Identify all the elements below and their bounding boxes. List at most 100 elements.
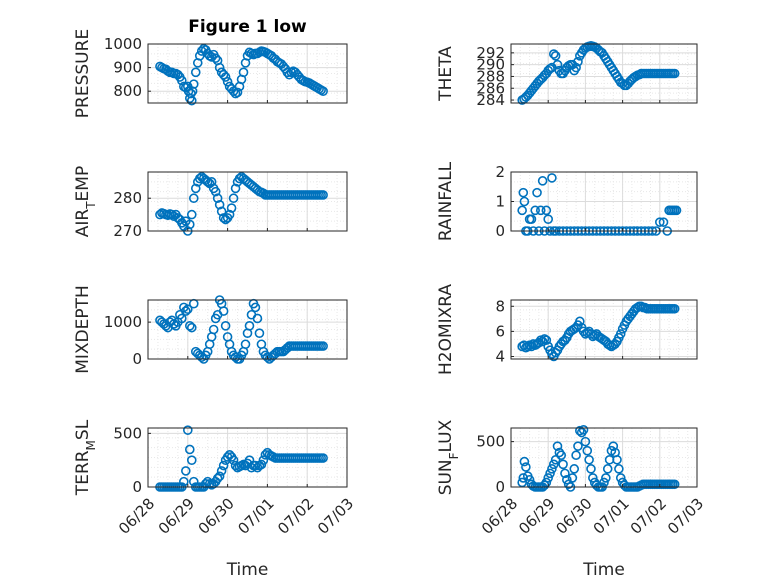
- data-point: [210, 53, 221, 63]
- y-tick-label: 0: [495, 222, 505, 240]
- chart-panel-1: 800 900 1000 PRESSURE Figure 1 low: [73, 17, 348, 118]
- data-point: [571, 62, 581, 73]
- data-point: [654, 217, 665, 227]
- data-point: [208, 324, 219, 335]
- data-point: [252, 313, 263, 324]
- chart-panel-3: 270 280 AIRTEMP: [73, 166, 348, 240]
- data-point: [517, 205, 527, 216]
- y-axis-label: RAINFALL: [436, 161, 456, 241]
- data-point: [186, 88, 196, 99]
- y-tick-label: 286: [476, 79, 505, 97]
- y-tick-label: 500: [113, 424, 142, 442]
- y-tick-label: 0: [132, 478, 142, 496]
- data-point: [558, 459, 568, 470]
- data-point: [535, 205, 546, 216]
- data-point: [518, 473, 529, 483]
- data-point: [214, 62, 225, 73]
- data-point: [552, 441, 563, 451]
- y-axis-label: SUNFLUX: [436, 419, 461, 495]
- y-axis-label: THETA: [436, 46, 456, 102]
- data-point: [550, 50, 561, 61]
- data-point: [216, 466, 227, 476]
- y-axis-label: MIXDEPTH: [73, 285, 93, 374]
- data-point: [220, 72, 231, 82]
- data-point: [547, 464, 557, 474]
- data-point: [228, 86, 239, 96]
- data-point: [571, 450, 581, 461]
- data-point: [658, 217, 669, 227]
- data-point: [578, 425, 589, 435]
- chart-panel-5: 0 1000 MIXDEPTH: [73, 285, 348, 374]
- y-tick-label: 4: [495, 347, 505, 365]
- y-tick-label: 270: [113, 222, 142, 240]
- data-point: [214, 199, 225, 210]
- data-point: [196, 46, 207, 56]
- data-point: [543, 214, 554, 224]
- axes-box: [147, 43, 348, 104]
- data-point: [530, 205, 540, 216]
- series-markers: [155, 43, 328, 106]
- y-tick-label: 290: [476, 56, 505, 74]
- data-point: [258, 455, 269, 465]
- data-point: [541, 205, 552, 216]
- data-point: [575, 316, 585, 327]
- y-tick-label: 0: [132, 350, 142, 368]
- data-point: [588, 473, 598, 483]
- data-point: [556, 450, 567, 461]
- data-point: [318, 86, 328, 96]
- chart-panel-6: 4 6 8 H2OMIXRA: [436, 284, 698, 375]
- data-point: [548, 459, 559, 470]
- y-tick-label: 500: [476, 433, 505, 451]
- data-point: [212, 473, 223, 484]
- data-point: [548, 49, 559, 59]
- data-point: [254, 328, 265, 338]
- axes-box: [510, 427, 698, 488]
- data-point: [177, 313, 187, 324]
- data-point: [604, 340, 615, 350]
- data-point: [228, 193, 239, 204]
- data-point: [669, 479, 680, 490]
- axes-box: [510, 43, 698, 104]
- series-markers: [517, 301, 680, 362]
- data-point: [188, 193, 199, 204]
- axes-box: [147, 299, 348, 360]
- y-tick-label: 8: [495, 297, 505, 315]
- data-point: [218, 306, 229, 316]
- data-point: [569, 464, 580, 474]
- data-point: [528, 339, 539, 349]
- data-point: [573, 56, 583, 67]
- chart-title: Figure 1 low: [188, 17, 307, 37]
- x-axis-label: Time: [226, 560, 269, 580]
- data-point: [186, 322, 197, 333]
- y-tick-label: 0: [495, 478, 505, 496]
- data-point: [218, 69, 229, 80]
- data-point: [560, 468, 570, 479]
- data-point: [567, 473, 578, 483]
- data-point: [318, 453, 328, 463]
- data-point: [543, 473, 554, 483]
- y-axis-label: TERRMSL: [73, 419, 98, 496]
- data-point: [612, 454, 622, 465]
- data-point: [184, 219, 195, 230]
- data-point: [318, 190, 328, 200]
- data-point: [222, 76, 233, 87]
- data-point: [183, 425, 193, 435]
- data-point: [671, 205, 682, 216]
- data-point: [545, 468, 555, 479]
- y-tick-label: 288: [476, 67, 505, 85]
- data-point: [518, 187, 529, 198]
- axes-box: [147, 171, 348, 232]
- data-point: [177, 75, 187, 86]
- y-tick-label: 2: [495, 163, 505, 181]
- data-point: [584, 454, 594, 465]
- data-point: [615, 329, 626, 339]
- data-point: [226, 203, 237, 213]
- data-point: [244, 321, 255, 331]
- data-point: [228, 455, 239, 465]
- axes-box: [147, 427, 348, 488]
- data-point: [580, 436, 591, 447]
- data-point: [190, 67, 201, 78]
- data-point: [586, 464, 596, 474]
